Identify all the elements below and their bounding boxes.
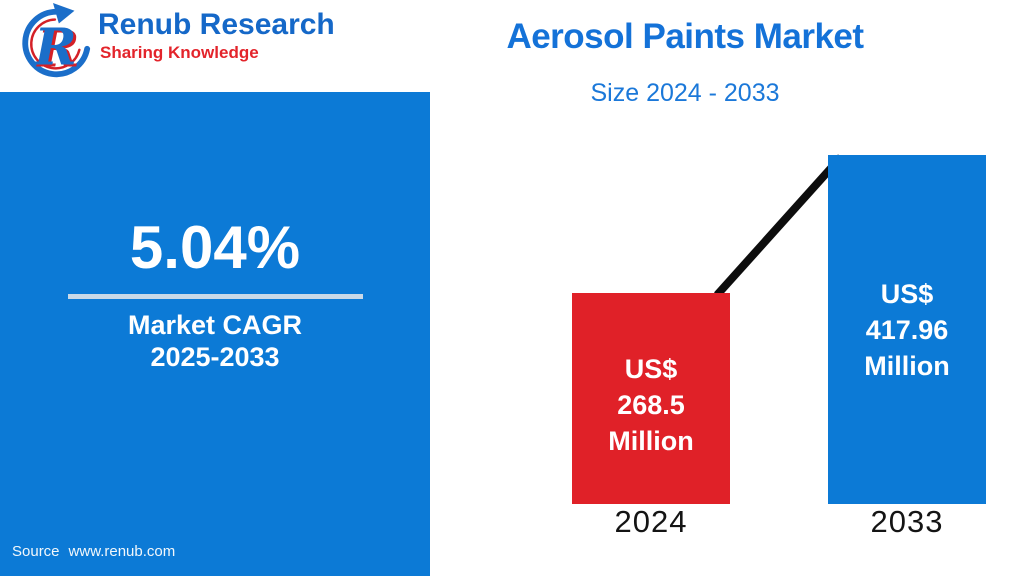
brand-text: Renub Research Sharing Knowledge [98,2,335,63]
bar-2024-value: 268.5 [617,389,685,420]
source-line: Source www.renub.com [12,543,175,560]
bar-2033-currency: US$ [880,278,934,309]
bar-2024-unit: Million [608,425,694,456]
brand-tagline: Sharing Knowledge [100,43,259,62]
cagr-block: 5.04% Market CAGR 2025-2033 [0,216,430,373]
x-axis-label-2024: 2024 [614,504,688,539]
brand-name: Renub Research [98,8,335,41]
bar-2024-currency: US$ [624,353,678,384]
cagr-period: 2025-2033 [150,342,280,372]
x-axis-label-2033: 2033 [870,504,944,539]
bar-chart: US$ 268.5 Million US$ 417.96 Million 202… [430,130,1024,576]
svg-text:R: R [35,18,79,78]
svg-text:R: R [32,16,76,76]
bar-2033-value: 417.96 [865,314,949,345]
renub-circular-arrow-icon: R R [22,2,91,78]
bar-2024: US$ 268.5 Million [572,293,730,504]
bar-2033: US$ 417.96 Million [828,155,986,504]
brand-logo: R R Renub Research Sharing Knowledge [12,2,335,84]
cagr-label: Market CAGR [127,310,303,340]
source-url: www.renub.com [68,543,176,560]
cagr-panel: 5.04% Market CAGR 2025-2033 Source www.re… [0,92,430,576]
page-subtitle: Size 2024 - 2033 [590,79,780,107]
source-label: Source [12,543,60,560]
page-title: Aerosol Paints Market [506,17,864,56]
cagr-value: 5.04% [129,214,301,281]
bar-2033-unit: Million [864,350,950,381]
trend-line [714,154,844,298]
divider-line [67,294,363,299]
title-block: Aerosol Paints Market Size 2024 - 2033 [430,16,940,108]
